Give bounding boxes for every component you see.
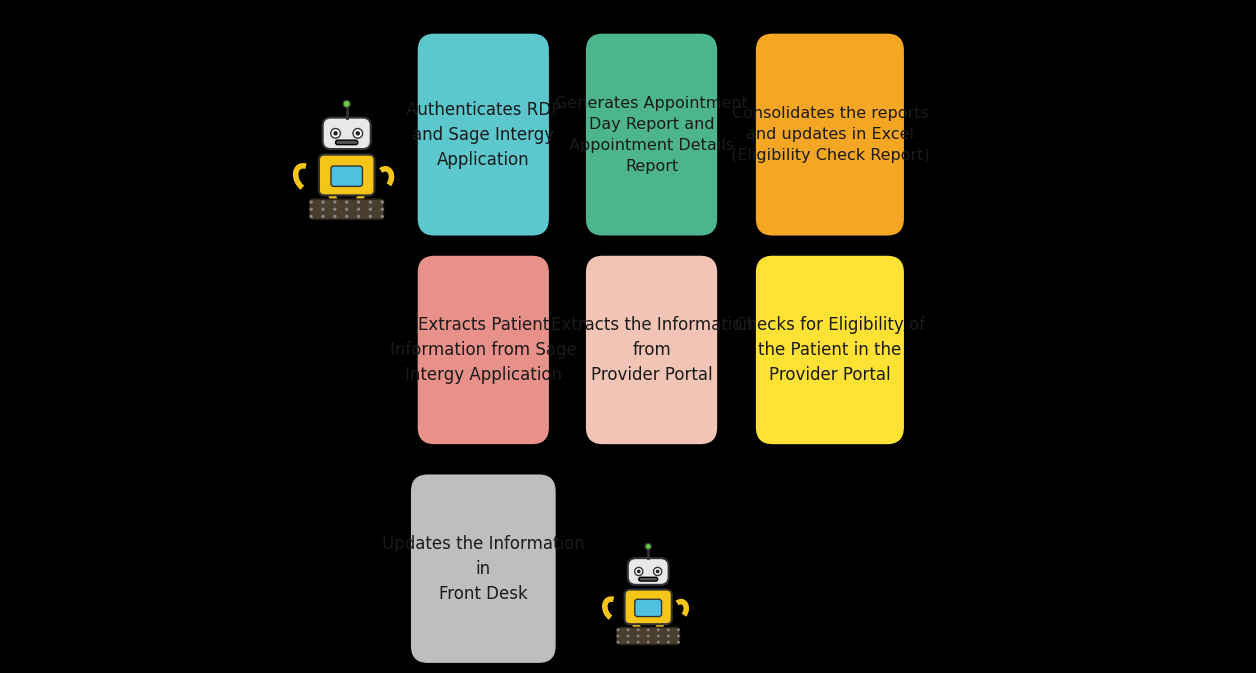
Circle shape	[627, 629, 629, 631]
FancyBboxPatch shape	[756, 34, 904, 236]
FancyBboxPatch shape	[634, 599, 662, 616]
Circle shape	[345, 215, 348, 218]
Circle shape	[322, 201, 324, 204]
Circle shape	[369, 207, 372, 211]
Circle shape	[646, 543, 652, 550]
Circle shape	[381, 201, 384, 204]
Text: Generates Appointment
Day Report and
Appointment Details
Report: Generates Appointment Day Report and App…	[555, 96, 747, 174]
FancyBboxPatch shape	[756, 256, 904, 444]
FancyBboxPatch shape	[628, 558, 668, 585]
Circle shape	[333, 207, 337, 211]
Circle shape	[657, 635, 659, 637]
Circle shape	[617, 629, 619, 631]
Circle shape	[634, 567, 643, 575]
Circle shape	[333, 215, 337, 218]
Circle shape	[617, 641, 619, 643]
Circle shape	[627, 635, 629, 637]
Circle shape	[637, 629, 639, 631]
Circle shape	[333, 131, 338, 135]
Circle shape	[677, 635, 679, 637]
FancyBboxPatch shape	[330, 166, 363, 186]
Circle shape	[657, 629, 659, 631]
FancyBboxPatch shape	[639, 577, 658, 581]
Circle shape	[381, 207, 384, 211]
FancyBboxPatch shape	[624, 590, 672, 624]
Circle shape	[343, 100, 350, 108]
Circle shape	[647, 629, 649, 631]
Circle shape	[677, 641, 679, 643]
Circle shape	[357, 201, 360, 204]
Circle shape	[309, 215, 313, 218]
Circle shape	[333, 201, 337, 204]
Circle shape	[667, 629, 669, 631]
Circle shape	[647, 641, 649, 643]
Circle shape	[637, 635, 639, 637]
Circle shape	[355, 131, 360, 135]
Circle shape	[357, 215, 360, 218]
Circle shape	[309, 201, 313, 204]
Circle shape	[330, 129, 340, 138]
Circle shape	[627, 641, 629, 643]
Circle shape	[637, 569, 641, 573]
Text: Checks for Eligibility of
the Patient in the
Provider Portal: Checks for Eligibility of the Patient in…	[735, 316, 924, 384]
Text: Extracts Patient
Information from Sage
Intergy Application: Extracts Patient Information from Sage I…	[389, 316, 577, 384]
FancyBboxPatch shape	[335, 140, 358, 145]
Circle shape	[369, 215, 372, 218]
Circle shape	[369, 201, 372, 204]
Circle shape	[657, 641, 659, 643]
Text: Authenticates RDP
and Sage Intergy
Application: Authenticates RDP and Sage Intergy Appli…	[406, 100, 561, 169]
Circle shape	[667, 641, 669, 643]
Circle shape	[656, 569, 659, 573]
Circle shape	[637, 641, 639, 643]
Text: Extracts the Information
from
Provider Portal: Extracts the Information from Provider P…	[550, 316, 752, 384]
FancyBboxPatch shape	[587, 34, 717, 236]
Circle shape	[353, 129, 363, 138]
Circle shape	[667, 635, 669, 637]
FancyBboxPatch shape	[310, 199, 383, 219]
FancyBboxPatch shape	[418, 34, 549, 236]
Circle shape	[322, 207, 324, 211]
Circle shape	[345, 207, 348, 211]
Circle shape	[647, 635, 649, 637]
FancyBboxPatch shape	[411, 474, 555, 663]
Circle shape	[653, 567, 662, 575]
Circle shape	[617, 635, 619, 637]
Text: Consolidates the reports
and updates in Excel
(Eligibility Check Report): Consolidates the reports and updates in …	[731, 106, 929, 163]
Circle shape	[309, 207, 313, 211]
FancyBboxPatch shape	[323, 118, 371, 149]
Circle shape	[677, 629, 679, 631]
Circle shape	[381, 215, 384, 218]
Circle shape	[357, 207, 360, 211]
Circle shape	[322, 215, 324, 218]
FancyBboxPatch shape	[587, 256, 717, 444]
FancyBboxPatch shape	[418, 256, 549, 444]
FancyBboxPatch shape	[617, 627, 679, 645]
FancyBboxPatch shape	[319, 155, 374, 195]
Text: Updates the Information
in
Front Desk: Updates the Information in Front Desk	[382, 534, 585, 603]
Circle shape	[345, 201, 348, 204]
